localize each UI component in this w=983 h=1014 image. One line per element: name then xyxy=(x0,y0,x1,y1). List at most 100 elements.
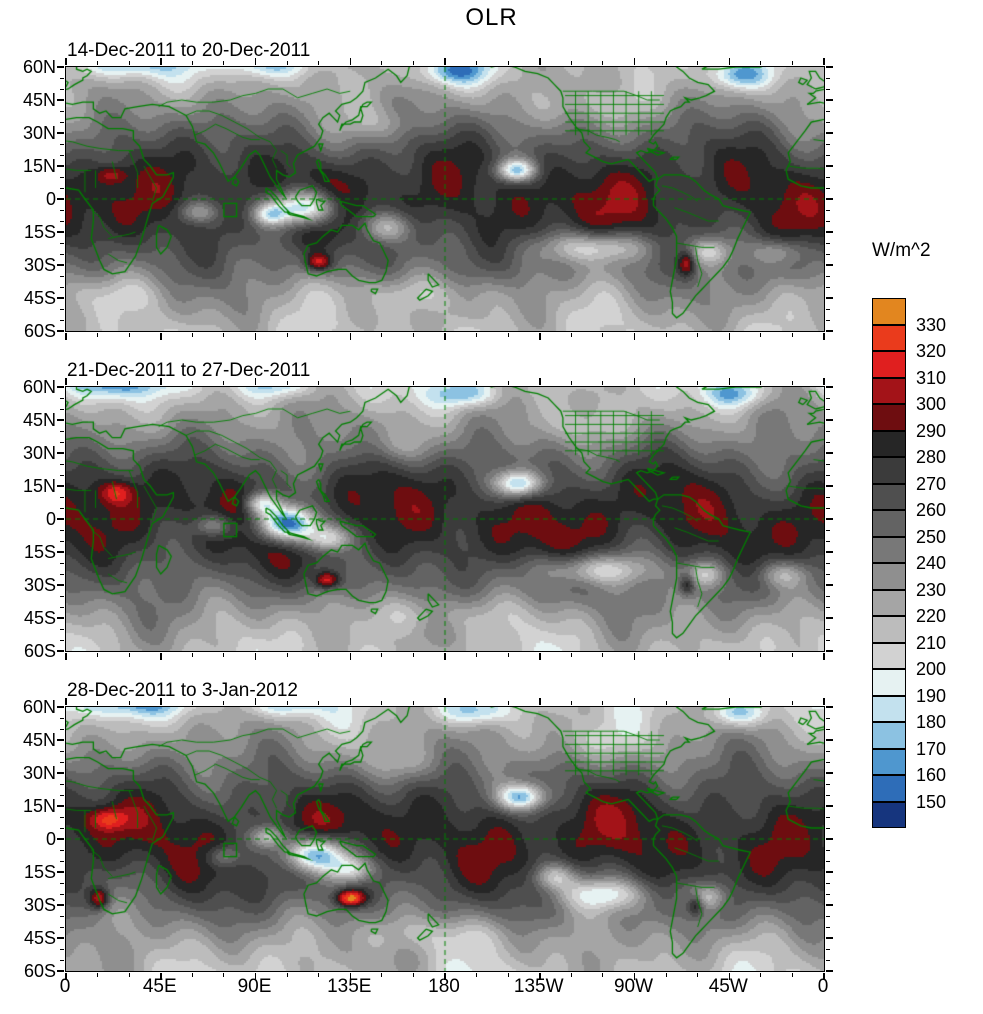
tick-mark xyxy=(476,653,478,657)
tick-mark xyxy=(826,121,830,123)
tick-mark xyxy=(254,653,257,660)
colorbar-tick-label: 160 xyxy=(916,765,947,785)
tick-mark xyxy=(826,496,830,498)
tick-mark xyxy=(191,973,193,977)
tick-mark xyxy=(697,333,699,337)
tick-mark xyxy=(823,333,825,340)
tick-mark xyxy=(191,701,193,705)
panel-title-week1: 14-Dec-2011 to 20-Dec-2011 xyxy=(67,40,311,61)
tick-mark xyxy=(826,948,830,950)
tick-mark xyxy=(60,915,64,917)
tick-mark xyxy=(665,381,667,385)
tick-mark xyxy=(60,606,64,608)
tick-mark xyxy=(665,653,667,657)
tick-mark xyxy=(60,639,64,641)
tick-mark xyxy=(826,562,830,564)
colorbar-box xyxy=(872,483,906,510)
colorbar-box xyxy=(872,430,906,457)
colorbar-box xyxy=(872,616,906,643)
tick-mark xyxy=(412,973,414,977)
tick-mark xyxy=(826,463,830,465)
tick-mark xyxy=(57,165,64,167)
tick-mark xyxy=(60,319,64,321)
tick-mark xyxy=(826,893,830,895)
colorbar-box xyxy=(872,669,906,696)
tick-mark xyxy=(60,783,64,785)
tick-mark xyxy=(826,805,833,807)
tick-mark xyxy=(60,397,64,399)
tick-mark xyxy=(60,761,64,763)
tick-mark xyxy=(60,110,64,112)
x-tick-label: 0 xyxy=(59,976,71,997)
tick-mark xyxy=(760,61,762,65)
tick-mark xyxy=(286,701,288,705)
tick-mark xyxy=(60,540,64,542)
tick-mark xyxy=(507,653,509,657)
tick-mark xyxy=(826,761,830,763)
tick-mark xyxy=(826,639,830,641)
panel-title-week2: 21-Dec-2011 to 27-Dec-2011 xyxy=(67,360,311,381)
tick-mark xyxy=(60,176,64,178)
tick-mark xyxy=(826,231,833,233)
tick-mark xyxy=(444,653,446,660)
tick-mark xyxy=(633,333,636,340)
tick-mark xyxy=(826,408,830,410)
colorbar-box xyxy=(872,377,906,404)
tick-mark xyxy=(826,187,830,189)
y-tick-label: 45N xyxy=(22,410,56,430)
tick-mark xyxy=(826,617,833,619)
tick-mark xyxy=(160,58,162,65)
x-tick-label: 45E xyxy=(142,976,177,997)
tick-mark xyxy=(826,198,833,200)
tick-mark xyxy=(823,973,825,980)
tick-mark xyxy=(349,973,351,980)
tick-mark xyxy=(349,333,351,340)
tick-mark xyxy=(826,860,830,862)
colorbar-tick-label: 300 xyxy=(916,394,947,414)
tick-mark xyxy=(254,378,257,385)
tick-mark xyxy=(318,61,320,65)
tick-mark xyxy=(57,132,64,134)
y-tick-label: 45S xyxy=(23,608,56,628)
tick-mark xyxy=(57,264,64,266)
colorbar-tick-label: 290 xyxy=(916,420,947,441)
colorbar-box xyxy=(872,589,906,616)
tick-mark xyxy=(286,61,288,65)
tick-mark xyxy=(826,518,833,520)
tick-mark xyxy=(318,653,320,657)
colorbar-box xyxy=(872,324,906,351)
tick-mark xyxy=(602,381,604,385)
tick-mark xyxy=(826,606,830,608)
tick-mark xyxy=(57,419,64,421)
tick-mark xyxy=(57,650,64,652)
tick-mark xyxy=(60,408,64,410)
colorbar-tick-label: 270 xyxy=(916,473,947,494)
colorbar-box xyxy=(872,563,906,590)
tick-mark xyxy=(826,915,830,917)
tick-mark xyxy=(728,653,730,660)
tick-mark xyxy=(412,381,414,385)
tick-mark xyxy=(60,573,64,575)
tick-mark xyxy=(476,61,478,65)
tick-mark xyxy=(381,701,383,705)
tick-mark xyxy=(539,333,541,340)
tick-mark xyxy=(60,507,64,509)
tick-mark xyxy=(826,794,830,796)
tick-mark xyxy=(191,61,193,65)
panel-title-week3: 28-Dec-2011 to 3-Jan-2012 xyxy=(67,680,298,701)
tick-mark xyxy=(826,397,830,399)
x-tick-label: 135W xyxy=(513,976,564,997)
tick-mark xyxy=(791,381,793,385)
tick-mark xyxy=(826,452,833,454)
tick-mark xyxy=(254,973,257,980)
tick-mark xyxy=(191,333,193,337)
olr-map-canvas-week1 xyxy=(66,67,824,331)
tick-mark xyxy=(286,973,288,977)
colorbar-tick-label: 230 xyxy=(916,579,947,600)
tick-mark xyxy=(539,973,541,980)
tick-mark xyxy=(826,783,830,785)
tick-mark xyxy=(57,551,64,553)
colorbar-tick-label: 280 xyxy=(916,447,947,467)
colorbar-box xyxy=(872,748,906,775)
tick-mark xyxy=(60,750,64,752)
